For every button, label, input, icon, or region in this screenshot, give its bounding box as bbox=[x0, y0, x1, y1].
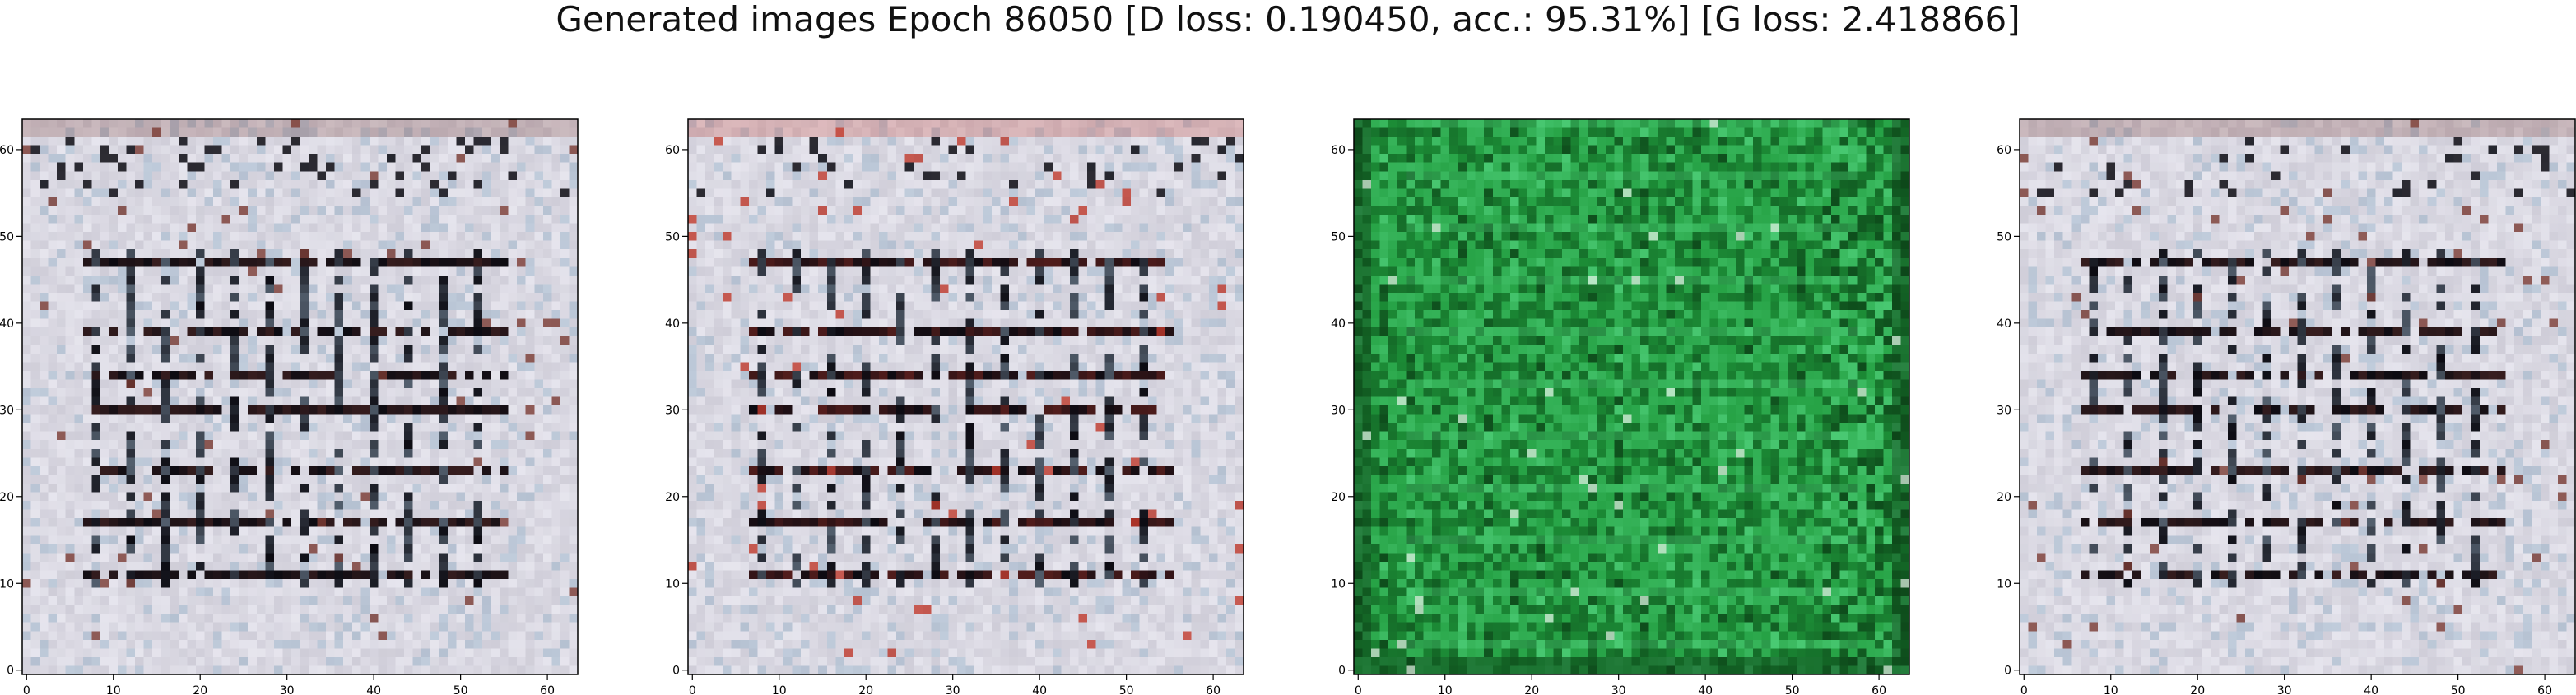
x-tick-label: 30 bbox=[280, 684, 295, 695]
x-tick-label: 30 bbox=[1611, 684, 1626, 695]
x-tick-label: 40 bbox=[1698, 684, 1713, 695]
image-canvas bbox=[1354, 119, 1909, 674]
y-tick-label: 40 bbox=[1331, 317, 1346, 331]
y-tick-label: 20 bbox=[1331, 491, 1346, 504]
x-tick-label: 50 bbox=[1119, 684, 1134, 695]
image-canvas bbox=[2020, 119, 2575, 674]
y-tick-label: 30 bbox=[1997, 404, 2011, 417]
x-tick-label: 40 bbox=[2364, 684, 2378, 695]
y-tick-label: 40 bbox=[0, 317, 14, 331]
x-tick-label: 20 bbox=[193, 684, 207, 695]
image-canvas bbox=[22, 119, 578, 674]
image-pixels bbox=[2020, 119, 2575, 674]
y-tick-label: 60 bbox=[1997, 144, 2011, 157]
subplot-4: 0 10 20 30 40 50 60 0 10 20 30 40 50 60 bbox=[1997, 118, 2576, 695]
y-tick-label: 10 bbox=[1997, 577, 2011, 591]
y-tick-label: 50 bbox=[665, 230, 680, 243]
x-tick-label: 0 bbox=[1355, 684, 1362, 695]
y-tick-label: 20 bbox=[665, 491, 680, 504]
x-tick-label: 30 bbox=[2277, 684, 2292, 695]
x-tick-label: 60 bbox=[1872, 684, 1886, 695]
axes-frame bbox=[21, 118, 579, 675]
image-pixels bbox=[1354, 119, 1909, 674]
y-tick-label: 20 bbox=[0, 491, 14, 504]
x-tick-label: 40 bbox=[1032, 684, 1047, 695]
x-tick-label: 10 bbox=[106, 684, 121, 695]
y-tick-label: 50 bbox=[1997, 230, 2011, 243]
figure-title: Generated images Epoch 86050 [D loss: 0.… bbox=[556, 0, 2020, 39]
subplot-2: 0 10 20 30 40 50 60 0 10 20 30 40 50 60 bbox=[665, 118, 1244, 695]
y-tick-label: 0 bbox=[1338, 665, 1346, 678]
y-tick-label: 50 bbox=[1331, 230, 1346, 243]
y-tick-label: 0 bbox=[2004, 665, 2011, 678]
image-pixels bbox=[22, 119, 578, 674]
x-tick-label: 40 bbox=[366, 684, 381, 695]
x-tick-label: 10 bbox=[2104, 684, 2118, 695]
y-tick-label: 0 bbox=[7, 665, 14, 678]
y-tick-label: 30 bbox=[1331, 404, 1346, 417]
x-tick-label: 60 bbox=[540, 684, 555, 695]
x-tick-label: 20 bbox=[858, 684, 873, 695]
y-tick-label: 40 bbox=[665, 317, 680, 331]
x-tick-label: 60 bbox=[1206, 684, 1221, 695]
x-tick-label: 10 bbox=[1438, 684, 1453, 695]
x-tick-label: 20 bbox=[1524, 684, 1539, 695]
y-tick-label: 60 bbox=[0, 144, 14, 157]
x-tick-label: 0 bbox=[2020, 684, 2028, 695]
axes-frame bbox=[687, 118, 1244, 675]
axes-frame bbox=[1353, 118, 1910, 675]
x-tick-label: 0 bbox=[23, 684, 30, 695]
x-tick-label: 50 bbox=[453, 684, 468, 695]
x-tick-label: 50 bbox=[2451, 684, 2466, 695]
y-tick-label: 30 bbox=[0, 404, 14, 417]
y-tick-label: 20 bbox=[1997, 491, 2011, 504]
y-tick-label: 10 bbox=[1331, 577, 1346, 591]
x-tick-label: 50 bbox=[1785, 684, 1800, 695]
image-canvas bbox=[688, 119, 1244, 674]
y-tick-label: 10 bbox=[0, 577, 14, 591]
subplot-3: 0 10 20 30 40 50 60 0 10 20 30 40 50 60 bbox=[1331, 118, 1910, 695]
x-tick-label: 30 bbox=[946, 684, 960, 695]
x-tick-label: 20 bbox=[2190, 684, 2205, 695]
y-tick-label: 60 bbox=[1331, 144, 1346, 157]
y-tick-label: 10 bbox=[665, 577, 680, 591]
x-tick-label: 60 bbox=[2537, 684, 2552, 695]
y-tick-label: 40 bbox=[1997, 317, 2011, 331]
image-pixels bbox=[688, 119, 1244, 674]
axes-frame bbox=[2019, 118, 2576, 675]
y-tick-label: 60 bbox=[665, 144, 680, 157]
y-tick-label: 30 bbox=[665, 404, 680, 417]
subplot-1: 0 10 20 30 40 50 60 0 10 20 30 40 50 60 bbox=[0, 118, 579, 695]
x-tick-label: 0 bbox=[689, 684, 696, 695]
y-tick-label: 50 bbox=[0, 230, 14, 243]
y-tick-label: 0 bbox=[672, 665, 680, 678]
x-tick-label: 10 bbox=[772, 684, 787, 695]
